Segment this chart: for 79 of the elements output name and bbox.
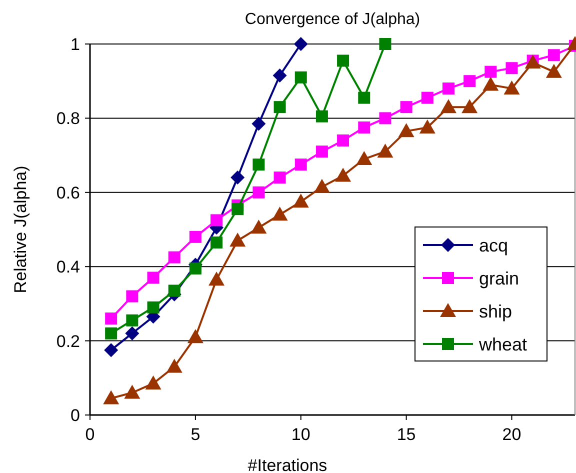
point bbox=[358, 121, 370, 134]
point bbox=[104, 343, 118, 358]
point bbox=[377, 144, 394, 158]
point bbox=[189, 230, 202, 243]
point bbox=[335, 168, 352, 182]
point bbox=[145, 375, 162, 390]
x-tick-label: 5 bbox=[190, 425, 200, 444]
point bbox=[356, 151, 372, 166]
point bbox=[548, 49, 560, 62]
y-tick-label: 1 bbox=[70, 34, 80, 54]
point bbox=[210, 214, 223, 226]
point bbox=[126, 290, 138, 302]
legend-label: acq bbox=[479, 235, 508, 256]
y-tick-label: 0 bbox=[70, 406, 80, 425]
point bbox=[125, 326, 140, 340]
point bbox=[398, 123, 414, 138]
point bbox=[482, 76, 499, 91]
x-tick-label: 15 bbox=[396, 425, 416, 444]
point bbox=[292, 194, 309, 208]
point bbox=[147, 272, 160, 284]
point bbox=[379, 112, 392, 124]
point bbox=[274, 172, 286, 184]
point bbox=[168, 284, 180, 297]
point bbox=[105, 327, 118, 340]
point bbox=[419, 119, 436, 134]
point bbox=[546, 64, 562, 78]
y-tick-label: 0.8 bbox=[56, 109, 80, 128]
point bbox=[230, 232, 246, 247]
y-tick-label: 0.4 bbox=[56, 258, 80, 277]
point bbox=[250, 220, 267, 234]
point bbox=[187, 329, 204, 344]
point bbox=[274, 101, 286, 114]
point bbox=[252, 158, 265, 171]
x-tick-label: 20 bbox=[502, 425, 522, 444]
point bbox=[294, 71, 307, 84]
point bbox=[230, 170, 245, 185]
y-axis-title: Relative J(alpha) bbox=[11, 166, 30, 294]
point bbox=[168, 251, 180, 264]
point bbox=[124, 384, 140, 399]
point bbox=[337, 54, 350, 67]
point bbox=[464, 75, 476, 88]
point bbox=[105, 312, 118, 325]
legend-label: wheat bbox=[478, 334, 528, 354]
legend-label: ship bbox=[479, 301, 512, 322]
point bbox=[379, 38, 392, 50]
point bbox=[504, 80, 520, 95]
point bbox=[337, 134, 350, 146]
point bbox=[272, 68, 287, 83]
point bbox=[232, 203, 244, 216]
point bbox=[484, 66, 497, 78]
x-tick-label: 10 bbox=[291, 425, 310, 444]
point bbox=[208, 272, 225, 286]
point bbox=[442, 82, 454, 95]
chart-title: Convergence of J(alpha) bbox=[244, 11, 420, 28]
point bbox=[210, 236, 223, 248]
x-tick-label: 0 bbox=[85, 425, 95, 444]
point bbox=[166, 358, 182, 373]
point bbox=[400, 101, 412, 114]
point bbox=[421, 92, 434, 104]
y-tick-label: 0.2 bbox=[56, 332, 80, 351]
point bbox=[294, 37, 308, 51]
point bbox=[358, 92, 370, 104]
legend-label: grain bbox=[479, 268, 520, 288]
point bbox=[272, 206, 288, 221]
point bbox=[294, 158, 307, 171]
point bbox=[189, 262, 202, 274]
point bbox=[462, 99, 478, 114]
point bbox=[147, 301, 160, 314]
point bbox=[103, 390, 120, 404]
point bbox=[506, 62, 518, 74]
point bbox=[316, 110, 328, 122]
point bbox=[126, 314, 138, 326]
point bbox=[314, 178, 330, 193]
point bbox=[252, 186, 265, 198]
x-axis-title: #Iterations bbox=[248, 456, 328, 473]
point bbox=[316, 146, 328, 158]
point bbox=[252, 116, 266, 131]
point bbox=[440, 99, 456, 114]
y-tick-label: 0.6 bbox=[56, 183, 80, 202]
